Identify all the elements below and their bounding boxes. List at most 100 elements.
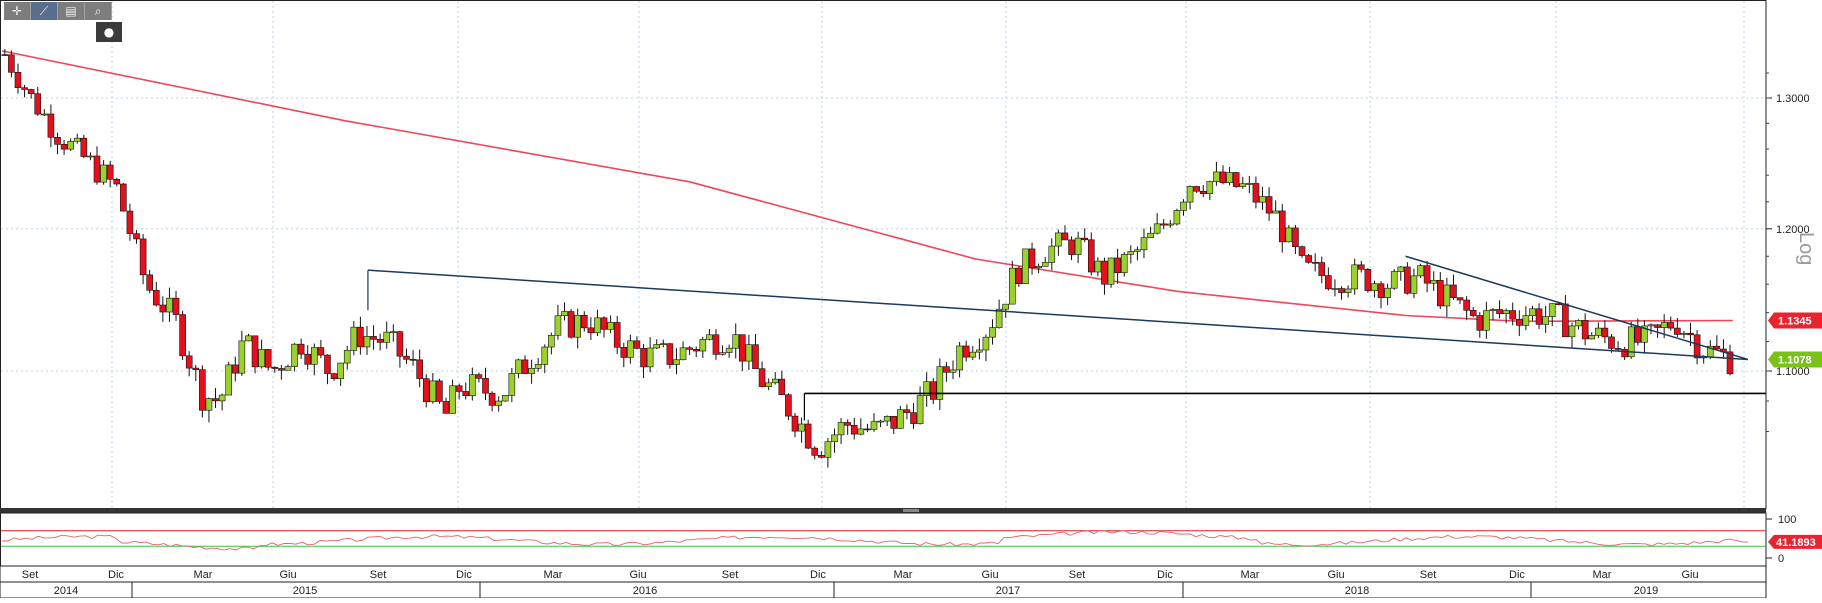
candle-body-215 bbox=[1418, 266, 1424, 276]
crosshair-icon[interactable]: ✛ bbox=[4, 2, 31, 20]
candle-body-75 bbox=[496, 401, 502, 405]
options-icon[interactable]: ● bbox=[96, 22, 122, 42]
candle-body-216 bbox=[1424, 266, 1430, 284]
candle-body-225 bbox=[1483, 311, 1489, 331]
candle-body-134 bbox=[884, 416, 890, 421]
candle-body-197 bbox=[1299, 247, 1305, 256]
candle-body-32 bbox=[213, 399, 219, 401]
month-label-16: Set bbox=[1420, 569, 1437, 581]
candle-body-89 bbox=[588, 328, 594, 333]
candle-body-255 bbox=[1681, 333, 1687, 334]
log-scale-label: Log bbox=[1795, 232, 1817, 265]
candle-body-234 bbox=[1543, 317, 1549, 325]
candle-body-59 bbox=[390, 332, 396, 333]
year-label-2: 2016 bbox=[633, 585, 657, 597]
candle-body-142 bbox=[937, 367, 943, 400]
candle-body-97 bbox=[641, 348, 647, 367]
candle-body-26 bbox=[173, 298, 179, 314]
candle-body-78 bbox=[515, 360, 521, 374]
candle-body-69 bbox=[456, 386, 462, 392]
candle-body-147 bbox=[970, 352, 976, 357]
candle-body-219 bbox=[1444, 285, 1450, 306]
candle-body-7 bbox=[48, 114, 54, 137]
candle-body-213 bbox=[1404, 267, 1410, 293]
candle-body-20 bbox=[134, 234, 140, 239]
candle-body-88 bbox=[581, 315, 587, 328]
candle-body-195 bbox=[1286, 228, 1292, 242]
month-label-14: Mar bbox=[1241, 569, 1260, 581]
candle-body-6 bbox=[41, 114, 47, 115]
candle-body-120 bbox=[792, 416, 798, 431]
candle-body-143 bbox=[943, 367, 949, 373]
candle-body-98 bbox=[647, 348, 653, 367]
candle-body-148 bbox=[976, 350, 982, 352]
candle-body-39 bbox=[259, 349, 265, 366]
candle-body-82 bbox=[542, 347, 548, 364]
candle-body-94 bbox=[621, 347, 627, 357]
candle-body-179 bbox=[1180, 202, 1186, 210]
candle-body-164 bbox=[1082, 238, 1088, 240]
candle-body-104 bbox=[687, 348, 693, 350]
candle-body-193 bbox=[1273, 211, 1279, 213]
candle-body-79 bbox=[522, 360, 528, 374]
candle-body-126 bbox=[831, 435, 837, 442]
candle-body-24 bbox=[160, 305, 166, 312]
candle-body-150 bbox=[990, 328, 996, 338]
month-label-3: Giu bbox=[279, 569, 296, 581]
month-label-18: Mar bbox=[1593, 569, 1612, 581]
candle-body-101 bbox=[667, 344, 673, 365]
candle-body-84 bbox=[555, 316, 561, 336]
candle-body-245 bbox=[1615, 348, 1621, 349]
candle-body-77 bbox=[509, 373, 515, 395]
candle-body-146 bbox=[963, 346, 969, 357]
candle-body-54 bbox=[357, 327, 363, 347]
candle-body-207 bbox=[1365, 269, 1371, 290]
candle-body-254 bbox=[1674, 328, 1680, 334]
candle-body-112 bbox=[739, 335, 745, 361]
candle-body-250 bbox=[1648, 325, 1654, 326]
candle-body-73 bbox=[483, 378, 489, 393]
candle-body-121 bbox=[799, 424, 805, 431]
candle-body-204 bbox=[1345, 289, 1351, 293]
candle-body-99 bbox=[654, 344, 660, 348]
candle-body-110 bbox=[726, 348, 732, 352]
candle-body-87 bbox=[575, 315, 581, 337]
candle-body-235 bbox=[1549, 304, 1555, 317]
month-label-0: Set bbox=[22, 569, 39, 581]
month-label-19: Giu bbox=[1681, 569, 1698, 581]
candle-body-62 bbox=[410, 359, 416, 360]
candle-body-19 bbox=[127, 211, 133, 234]
candle-body-29 bbox=[193, 368, 199, 370]
month-label-4: Set bbox=[370, 569, 387, 581]
candle-body-241 bbox=[1589, 335, 1595, 339]
candle-body-180 bbox=[1187, 186, 1193, 202]
candle-body-2 bbox=[15, 72, 21, 87]
candle-body-251 bbox=[1655, 325, 1661, 328]
candle-body-152 bbox=[1003, 304, 1009, 309]
candle-body-113 bbox=[746, 345, 752, 361]
candle-body-233 bbox=[1536, 309, 1542, 325]
candle-body-168 bbox=[1108, 258, 1114, 284]
candle-body-115 bbox=[759, 369, 765, 387]
draw-line-icon[interactable]: ⟋ bbox=[31, 2, 58, 20]
note-icon[interactable]: ▤ bbox=[58, 2, 85, 20]
candle-body-206 bbox=[1358, 265, 1364, 269]
candle-body-202 bbox=[1332, 289, 1338, 290]
zoom-icon[interactable]: ⌕ bbox=[85, 2, 112, 20]
year-label-1: 2015 bbox=[293, 585, 317, 597]
candle-body-108 bbox=[713, 335, 719, 355]
price-tick-label-0: 1.3000 bbox=[1776, 93, 1810, 105]
candle-body-220 bbox=[1450, 285, 1456, 298]
candle-body-185 bbox=[1220, 172, 1226, 183]
panel-resize-handle bbox=[903, 509, 919, 512]
candle-body-243 bbox=[1602, 328, 1608, 337]
candle-body-118 bbox=[779, 379, 785, 395]
candle-body-176 bbox=[1161, 224, 1167, 225]
month-label-15: Giu bbox=[1327, 569, 1344, 581]
month-label-1: Dic bbox=[108, 569, 124, 581]
candle-body-253 bbox=[1668, 322, 1674, 328]
candle-body-231 bbox=[1523, 316, 1529, 326]
